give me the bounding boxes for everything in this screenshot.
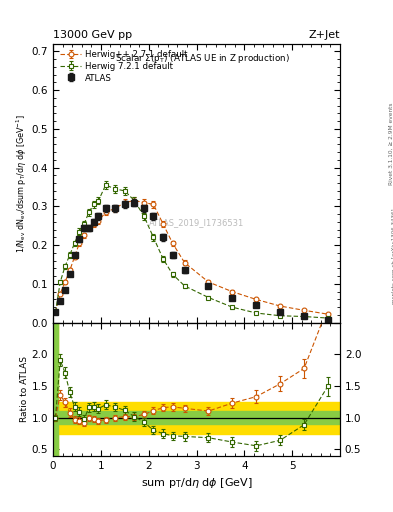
- X-axis label: sum p$_{\mathregular{T}}$/d$\eta$ d$\phi$ [GeV]: sum p$_{\mathregular{T}}$/d$\eta$ d$\phi…: [141, 476, 252, 490]
- Text: ATLAS_2019_I1736531: ATLAS_2019_I1736531: [149, 218, 244, 227]
- Text: Rivet 3.1.10, ≥ 2.9M events: Rivet 3.1.10, ≥ 2.9M events: [389, 102, 393, 185]
- Text: Scalar $\Sigma$(p$_{\mathregular{T}}$) (ATLAS UE in Z production): Scalar $\Sigma$(p$_{\mathregular{T}}$) (…: [115, 52, 290, 65]
- Y-axis label: Ratio to ATLAS: Ratio to ATLAS: [20, 356, 29, 422]
- Text: 13000 GeV pp: 13000 GeV pp: [53, 30, 132, 40]
- Legend: Herwig++ 2.7.1 default, Herwig 7.2.1 default, ATLAS: Herwig++ 2.7.1 default, Herwig 7.2.1 def…: [57, 48, 190, 85]
- Text: Z+Jet: Z+Jet: [309, 30, 340, 40]
- Y-axis label: 1/N$_{\mathregular{ev}}$ dN$_{\mathregular{ev}}$/dsum p$_{\mathregular{T}}$/d$\e: 1/N$_{\mathregular{ev}}$ dN$_{\mathregul…: [15, 114, 29, 252]
